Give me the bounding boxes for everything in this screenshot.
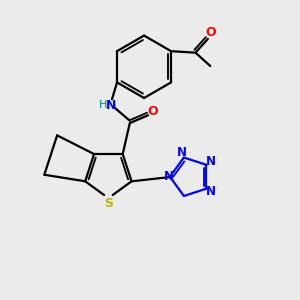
Text: N: N [164,170,173,183]
Text: N: N [106,99,116,112]
Text: N: N [177,146,187,159]
Text: N: N [206,185,216,198]
Text: O: O [147,105,158,118]
Text: S: S [104,197,113,210]
Text: H: H [99,100,107,110]
Text: O: O [205,26,216,39]
Text: N: N [206,155,216,168]
